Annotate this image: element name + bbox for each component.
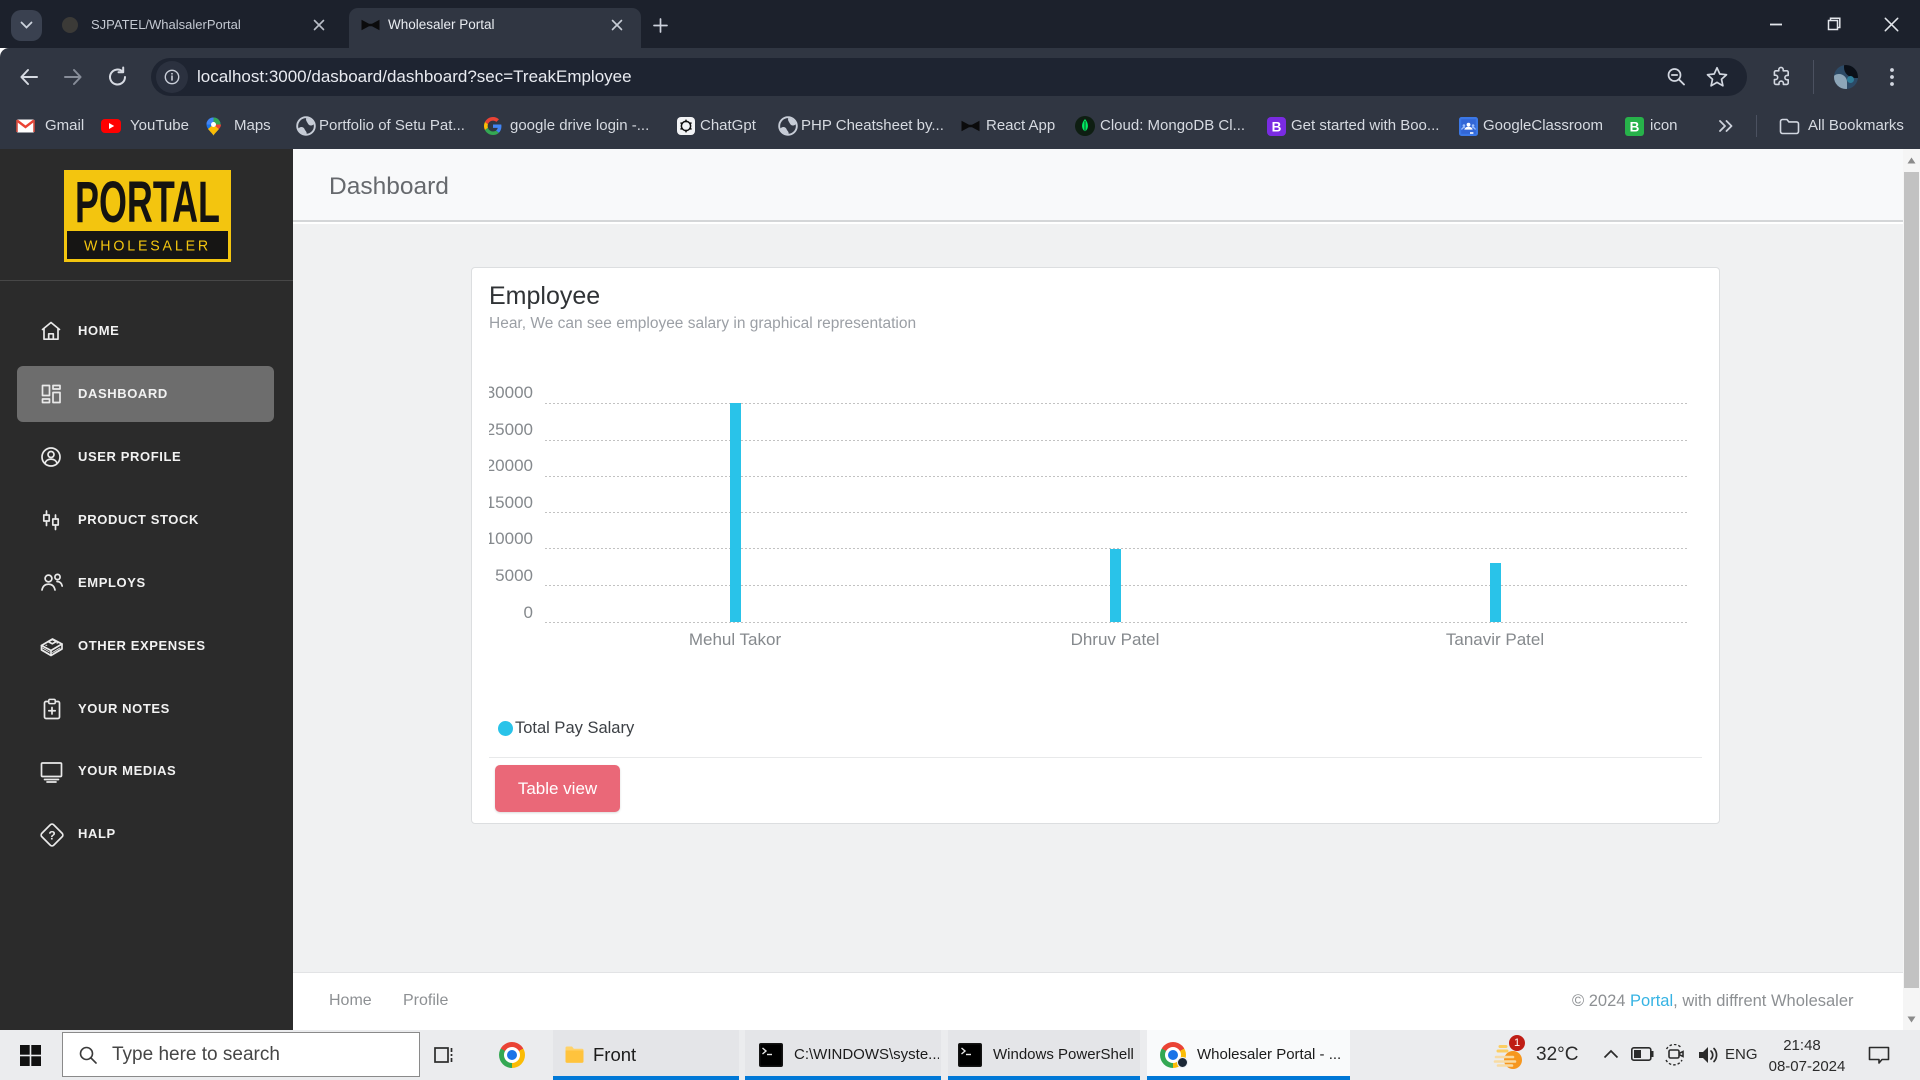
svg-text:WHOLESALER: WHOLESALER — [84, 238, 211, 255]
svg-text:?: ? — [48, 829, 55, 843]
svg-text:B: B — [1630, 120, 1640, 135]
svg-text:PORTAL: PORTAL — [75, 170, 220, 231]
svg-text:B: B — [1272, 120, 1282, 135]
